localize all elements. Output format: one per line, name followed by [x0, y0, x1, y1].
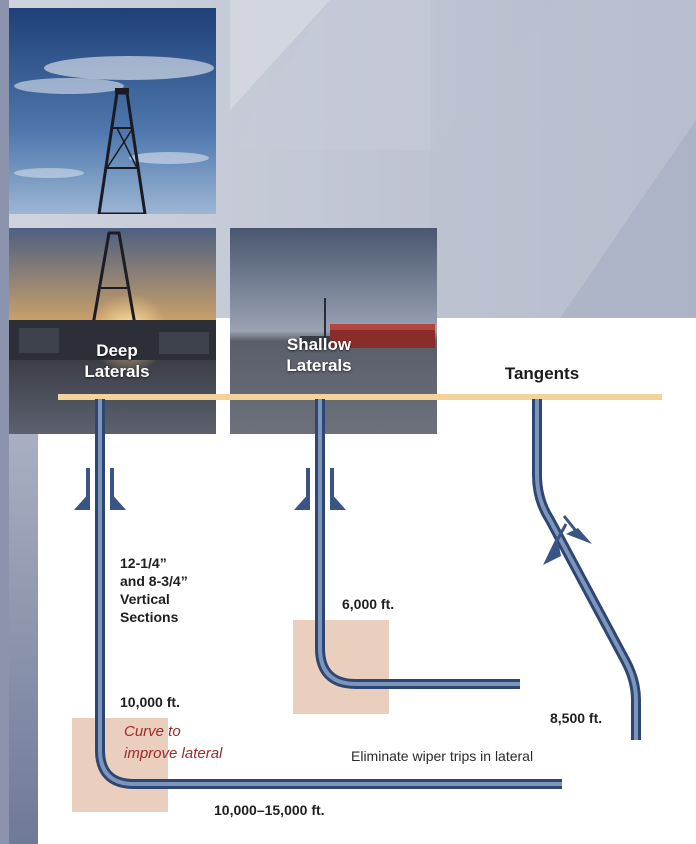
vertical-sections-note: 12-1/4” and 8-3/4” Vertical Sections	[120, 554, 240, 626]
shallow-laterals-label: Shallow Laterals	[264, 334, 374, 376]
wiper-trips-note: Eliminate wiper trips in lateral	[351, 748, 534, 764]
deep-arrow-marker	[74, 468, 126, 510]
shallow-label-line2: Laterals	[286, 356, 352, 375]
vertical-sections-line3: Vertical	[120, 591, 170, 607]
shallow-lateral-well	[315, 399, 520, 689]
tangent-arrow-marker	[543, 515, 592, 565]
lateral-range-label: 10,000–15,000 ft.	[214, 802, 325, 818]
shallow-curve-highlight	[293, 620, 389, 714]
vertical-sections-line4: Sections	[120, 609, 179, 625]
vertical-sections-line2: and 8-3/4”	[120, 573, 188, 589]
shallow-label-line1: Shallow	[286, 335, 352, 354]
curve-note-line2: improve lateral	[124, 745, 223, 762]
deep-lateral-well	[95, 399, 562, 789]
deep-label-line2: Laterals	[84, 362, 150, 381]
curve-note-line1: Curve to	[124, 723, 181, 740]
depth-8500-label: 8,500 ft.	[550, 710, 603, 726]
depth-6000-label: 6,000 ft.	[342, 596, 395, 612]
deep-curve-highlight	[72, 718, 168, 812]
tangent-well	[532, 399, 641, 740]
shallow-arrow-marker	[294, 468, 346, 510]
curve-note: Curve to improve lateral	[124, 721, 222, 765]
rig-sky-photo	[9, 8, 216, 214]
deep-laterals-label: Deep Laterals	[62, 340, 172, 382]
deep-label-line1: Deep	[96, 341, 138, 360]
tangents-label: Tangents	[504, 364, 580, 383]
vertical-sections-line1: 12-1/4”	[120, 555, 167, 571]
depth-10000-label: 10,000 ft.	[120, 694, 180, 710]
